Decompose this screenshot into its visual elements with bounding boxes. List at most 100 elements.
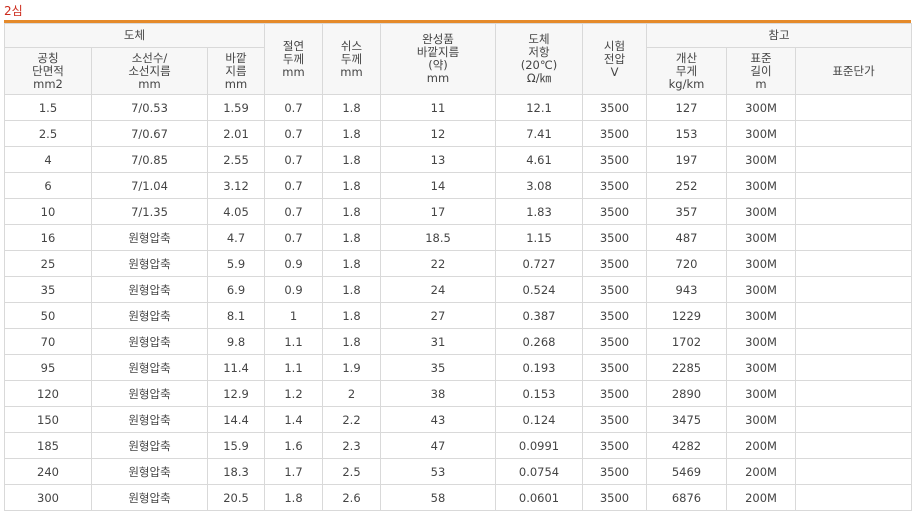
cell-outer-diameter: 1.59: [207, 94, 265, 121]
cell-resistance: 0.0601: [495, 484, 583, 511]
cell-finished-od: 38: [380, 380, 496, 407]
cell-std-price: [795, 146, 912, 173]
cell-strands: 원형압축: [91, 354, 208, 381]
table-body: 1.5 7/0.53 1.59 0.7 1.8 11 12.1 3500 127 300M 2.5 7…: [4, 94, 912, 511]
cell-outer-diameter: 18.3: [207, 458, 265, 485]
cell-std-price: [795, 276, 912, 303]
cell-std-price: [795, 328, 912, 355]
cell-sheath: 1.8: [322, 328, 381, 355]
cell-strands: 원형압축: [91, 406, 208, 433]
cell-strands: 원형압축: [91, 250, 208, 277]
cell-finished-od: 53: [380, 458, 496, 485]
cell-outer-diameter: 2.01: [207, 120, 265, 147]
header-std-length: 표준 길이 m: [726, 47, 796, 95]
cell-weight: 6876: [646, 484, 727, 511]
cell-outer-diameter: 4.7: [207, 224, 265, 251]
header-finished-od: 완성품 바깥지름 (약) mm: [380, 23, 496, 95]
cell-sheath: 1.8: [322, 276, 381, 303]
cell-std-length: 300M: [726, 198, 796, 225]
cell-std-length: 300M: [726, 172, 796, 199]
cell-sheath: 2.3: [322, 432, 381, 459]
cell-strands: 원형압축: [91, 328, 208, 355]
header-test-voltage: 시험 전압 V: [582, 23, 647, 95]
cell-finished-od: 24: [380, 276, 496, 303]
table-row: 2.5 7/0.67 2.01 0.7 1.8 12 7.41 3500 153 300M: [4, 120, 912, 147]
header-reference: 참고: [646, 23, 912, 48]
cell-test-voltage: 3500: [582, 146, 647, 173]
cell-outer-diameter: 15.9: [207, 432, 265, 459]
cell-insulation: 1.1: [264, 354, 323, 381]
cell-finished-od: 35: [380, 354, 496, 381]
cell-std-length: 300M: [726, 250, 796, 277]
cell-std-price: [795, 94, 912, 121]
cell-nominal-area: 120: [4, 380, 92, 407]
header-std-price: 표준단가: [795, 47, 912, 95]
cell-resistance: 0.268: [495, 328, 583, 355]
cell-resistance: 0.387: [495, 302, 583, 329]
table-row: 16 원형압축 4.7 0.7 1.8 18.5 1.15 3500 487 300M: [4, 224, 912, 251]
cell-weight: 252: [646, 172, 727, 199]
cell-std-length: 300M: [726, 146, 796, 173]
cell-std-price: [795, 432, 912, 459]
cell-std-price: [795, 250, 912, 277]
cell-finished-od: 12: [380, 120, 496, 147]
table-row: 185 원형압축 15.9 1.6 2.3 47 0.0991 3500 4282 200M: [4, 432, 912, 459]
cell-resistance: 0.124: [495, 406, 583, 433]
cell-strands: 원형압축: [91, 380, 208, 407]
cell-sheath: 2.2: [322, 406, 381, 433]
cell-weight: 720: [646, 250, 727, 277]
cell-test-voltage: 3500: [582, 354, 647, 381]
cell-finished-od: 11: [380, 94, 496, 121]
cell-test-voltage: 3500: [582, 380, 647, 407]
cell-std-price: [795, 458, 912, 485]
cell-std-price: [795, 354, 912, 381]
cell-test-voltage: 3500: [582, 94, 647, 121]
cell-resistance: 0.0991: [495, 432, 583, 459]
cell-resistance: 0.0754: [495, 458, 583, 485]
header-conductor: 도체: [4, 23, 265, 48]
cell-insulation: 0.7: [264, 146, 323, 173]
cell-std-price: [795, 198, 912, 225]
table-row: 6 7/1.04 3.12 0.7 1.8 14 3.08 3500 252 300M: [4, 172, 912, 199]
cell-finished-od: 43: [380, 406, 496, 433]
cell-weight: 487: [646, 224, 727, 251]
cell-strands: 원형압축: [91, 484, 208, 511]
cell-std-price: [795, 406, 912, 433]
table-row: 35 원형압축 6.9 0.9 1.8 24 0.524 3500 943 300M: [4, 276, 912, 303]
cell-std-length: 300M: [726, 94, 796, 121]
cell-sheath: 1.9: [322, 354, 381, 381]
cell-finished-od: 22: [380, 250, 496, 277]
cell-weight: 2285: [646, 354, 727, 381]
table-row: 1.5 7/0.53 1.59 0.7 1.8 11 12.1 3500 127 300M: [4, 94, 912, 121]
header-insulation: 절연 두께 mm: [264, 23, 323, 95]
cell-insulation: 0.7: [264, 120, 323, 147]
cell-finished-od: 14: [380, 172, 496, 199]
cell-test-voltage: 3500: [582, 198, 647, 225]
cell-outer-diameter: 20.5: [207, 484, 265, 511]
cell-strands: 7/1.04: [91, 172, 208, 199]
cell-insulation: 1.4: [264, 406, 323, 433]
cell-sheath: 2: [322, 380, 381, 407]
cell-test-voltage: 3500: [582, 302, 647, 329]
cell-strands: 원형압축: [91, 276, 208, 303]
cell-test-voltage: 3500: [582, 432, 647, 459]
cell-test-voltage: 3500: [582, 224, 647, 251]
cell-outer-diameter: 14.4: [207, 406, 265, 433]
cell-finished-od: 17: [380, 198, 496, 225]
cell-nominal-area: 95: [4, 354, 92, 381]
cell-weight: 153: [646, 120, 727, 147]
cell-sheath: 2.6: [322, 484, 381, 511]
cell-test-voltage: 3500: [582, 250, 647, 277]
cell-outer-diameter: 5.9: [207, 250, 265, 277]
table-row: 120 원형압축 12.9 1.2 2 38 0.153 3500 2890 300M: [4, 380, 912, 407]
spec-table: 도체 절연 두께 mm 쉬스 두께 mm 완성품 바깥지름 (약) mm 도체 저항 (20℃) Ω…: [4, 23, 912, 511]
cell-insulation: 0.9: [264, 250, 323, 277]
cell-std-price: [795, 380, 912, 407]
cell-finished-od: 27: [380, 302, 496, 329]
table-row: 25 원형압축 5.9 0.9 1.8 22 0.727 3500 720 300M: [4, 250, 912, 277]
cell-strands: 7/0.67: [91, 120, 208, 147]
cell-outer-diameter: 4.05: [207, 198, 265, 225]
cell-finished-od: 31: [380, 328, 496, 355]
cell-std-price: [795, 224, 912, 251]
table-row: 50 원형압축 8.1 1 1.8 27 0.387 3500 1229 300M: [4, 302, 912, 329]
